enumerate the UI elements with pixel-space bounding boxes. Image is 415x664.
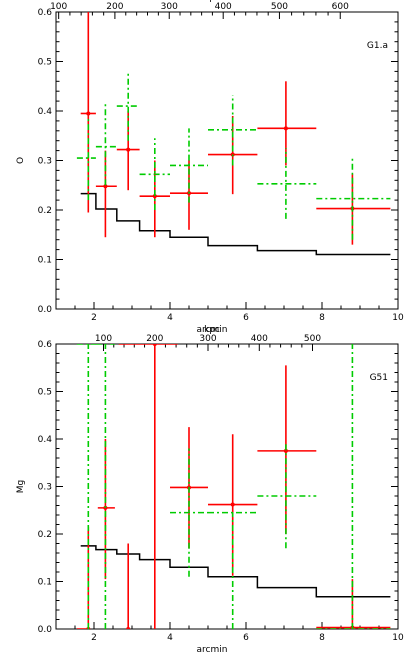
data-point — [95, 150, 117, 238]
point-marker — [126, 627, 131, 629]
y-tick-label: 0.1 — [38, 256, 52, 266]
x2-tick-label: 500 — [271, 2, 288, 12]
x-tick-label: 4 — [167, 633, 173, 643]
x-tick-label: 2 — [91, 633, 97, 643]
x-tick-label: 2 — [91, 313, 97, 323]
panel-top: 2 4 6 8 10 100 200 300 400 500 600 0.0 0.1 0.2 0.3 0.4 0… — [16, 0, 404, 335]
panel-label: G51 — [370, 373, 388, 383]
data-layer — [76, 12, 391, 256]
y-tick-label: 0.4 — [38, 107, 53, 117]
panel-label: G1.a — [367, 41, 388, 51]
plot-frame — [55, 343, 399, 630]
data-point — [316, 344, 391, 629]
x2-tick-label: 400 — [251, 334, 268, 344]
x2-tick-label: 300 — [161, 2, 178, 12]
x2-tick-label: 200 — [146, 334, 163, 344]
data-point — [126, 543, 131, 629]
data-point — [316, 579, 391, 629]
y-tick-label: 0.3 — [38, 157, 52, 167]
data-point — [76, 344, 96, 629]
data-point — [95, 103, 117, 186]
y-tick-label: 0.5 — [38, 58, 52, 68]
x-axis-title: arcmin — [197, 645, 228, 655]
y-tick-label: 0.6 — [38, 8, 53, 18]
data-point — [170, 128, 208, 203]
data-point — [208, 434, 258, 576]
x2-tick-label: 500 — [304, 334, 321, 344]
x2-axis-title: kpc — [204, 0, 220, 3]
x-tick-label: 10 — [392, 633, 404, 643]
data-point — [97, 439, 115, 580]
point-marker — [283, 448, 288, 453]
x2-axis-title: kpc — [204, 325, 220, 335]
point-marker — [152, 344, 157, 346]
point-marker — [283, 126, 288, 131]
point-marker — [230, 502, 235, 507]
data-point — [257, 443, 317, 549]
plot-frame — [55, 11, 399, 310]
model-step-line — [80, 545, 391, 598]
x2-tick-label: 400 — [215, 2, 232, 12]
point-marker — [126, 147, 131, 152]
data-point — [76, 115, 96, 201]
y-tick-label: 0.4 — [38, 435, 53, 445]
data-point — [139, 160, 170, 238]
y-axis-title: O — [16, 157, 26, 164]
y-axis-title: Mg — [16, 480, 26, 493]
series-1 — [76, 71, 391, 240]
x2-tick-label: 600 — [332, 2, 349, 12]
y-tick-label: 0.0 — [38, 625, 53, 635]
data-point — [208, 95, 258, 166]
x2-tick-label: 100 — [50, 2, 67, 12]
data-point — [80, 12, 96, 213]
panel-bottom: 2 4 6 8 10 100 200 300 400 500 0.0 0.1 0.2 0.3 0.4 0.5 0… — [16, 325, 404, 655]
data-point — [257, 81, 317, 166]
series-1 — [76, 344, 391, 629]
model-step-line — [80, 192, 391, 256]
y-tick-label: 0.0 — [38, 305, 53, 315]
point-marker — [152, 194, 157, 199]
x-tick-label: 6 — [243, 633, 249, 643]
x-tick-label: 10 — [392, 313, 404, 323]
point-marker — [86, 111, 91, 116]
data-point — [257, 365, 317, 534]
x2-tick-label: 100 — [95, 334, 112, 344]
x-axis-title: arcmin — [197, 325, 228, 335]
x-tick-label: 6 — [243, 313, 249, 323]
data-point — [257, 148, 317, 219]
y-tick-label: 0.2 — [38, 206, 52, 216]
x-tick-label: 4 — [167, 313, 173, 323]
data-point — [116, 71, 140, 141]
data-point — [208, 511, 258, 629]
x2-tick-label: 300 — [199, 334, 216, 344]
y-tick-label: 0.2 — [38, 530, 52, 540]
y-tick-label: 0.5 — [38, 388, 52, 398]
series-0 — [76, 344, 391, 629]
data-point — [95, 344, 115, 629]
y-tick-label: 0.6 — [38, 340, 53, 350]
data-point — [170, 448, 208, 577]
y-tick-label: 0.1 — [38, 578, 52, 588]
data-point — [139, 138, 170, 210]
x2-tick-label: 200 — [106, 2, 123, 12]
point-marker — [103, 184, 108, 189]
data-point — [118, 344, 178, 629]
data-layer — [76, 344, 391, 629]
data-point — [316, 174, 391, 245]
data-point — [316, 156, 391, 240]
series-0 — [80, 12, 391, 245]
y-tick-label: 0.3 — [38, 483, 52, 493]
x-tick-label: 8 — [319, 633, 325, 643]
x-tick-label: 8 — [319, 313, 325, 323]
